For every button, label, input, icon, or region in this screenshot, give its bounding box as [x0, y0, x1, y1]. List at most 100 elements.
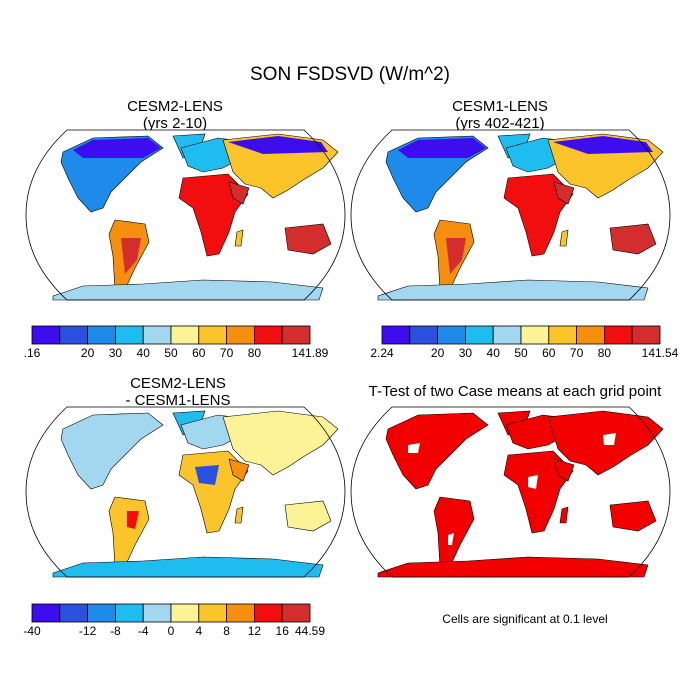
colorbar-tick-label: -12	[79, 624, 97, 638]
colorbar-swatch	[437, 325, 466, 345]
significance-note: Cells are significant at 0.1 level	[442, 612, 608, 626]
colorbar-swatch	[492, 325, 522, 345]
panel-title-ttest: T-Test of two Case means at each grid po…	[368, 383, 662, 400]
colorbar-tick-label: 70	[570, 346, 584, 360]
colorbar-swatch	[87, 325, 116, 345]
negative-anomaly	[195, 465, 219, 485]
high-latitude-band	[553, 136, 653, 154]
colorbar-swatch	[59, 325, 88, 345]
colorbar-swatch	[198, 325, 228, 345]
colorbar-tick-label: 0	[168, 624, 175, 638]
continent-madagascar	[234, 506, 244, 524]
colorbar-tick-label: 60	[192, 346, 206, 360]
panel-title-line2: (yrs 402-421)	[455, 115, 545, 132]
continent-namerica	[385, 412, 489, 490]
colorbar-swatch	[281, 325, 311, 345]
colorbar-tick-label: 44.59	[295, 624, 325, 638]
continent-asia	[222, 410, 339, 476]
map-cesm2-lens	[25, 129, 346, 301]
continent-madagascar	[559, 229, 569, 247]
panel-title-cesm2: CESM2-LENS (yrs 2-10)	[25, 98, 325, 132]
map-frame	[25, 406, 346, 578]
continent-australia	[609, 223, 657, 255]
colorbar-tick-label: 20	[431, 346, 445, 360]
colorbar-swatch	[409, 325, 438, 345]
continent-arabia	[553, 181, 575, 205]
colorbar-cesm1: 2.24 20 30 40 50 60 70 80 141.54	[370, 325, 679, 360]
colorbar-cesm2: .16 20 30 40 50 60 70 80 141.89	[24, 325, 329, 360]
map-frame	[350, 406, 671, 578]
colorbar-swatch	[548, 325, 578, 345]
colorbar-tick-label: .16	[24, 346, 41, 360]
colorbar-tick-label: 4	[195, 624, 202, 638]
continent-australia	[284, 223, 332, 255]
colorbar-swatch	[170, 325, 200, 345]
colorbar-tick-label: 80	[598, 346, 612, 360]
map-frame	[350, 129, 671, 301]
panel-title-line2: (yrs 2-10)	[142, 115, 208, 132]
high-latitude-band	[228, 136, 328, 154]
continent-arabia	[228, 458, 250, 482]
colorbar-tick-label: 30	[109, 346, 123, 360]
continent-australia	[284, 500, 332, 532]
colorbar-tick-label: 20	[81, 346, 95, 360]
colorbar-tick-label: 70	[220, 346, 234, 360]
continent-madagascar	[559, 506, 569, 524]
colorbar-tick-label: 50	[164, 346, 178, 360]
continent-arabia	[553, 458, 575, 482]
map-frame	[25, 129, 346, 301]
figure-title: SON FSDSVD (W/m^2)	[250, 64, 450, 85]
colorbar-tick-label: -8	[110, 624, 121, 638]
colorbar-tick-label: 40	[137, 346, 151, 360]
colorbar-swatch	[142, 603, 172, 623]
colorbar-difference: -40 -12 -8 -4 0 4 8 12 16 44.59	[23, 603, 325, 638]
panel-title-cesm1: CESM1-LENS (yrs 402-421)	[350, 98, 650, 132]
colorbar-swatch	[59, 603, 88, 623]
positive-anomaly	[127, 511, 139, 529]
colorbar-swatch	[142, 325, 172, 345]
colorbar-tick-label: 141.54	[642, 346, 679, 360]
non-significant-area	[408, 443, 420, 453]
colorbar-swatch	[465, 325, 494, 345]
colorbar-swatch	[170, 603, 200, 623]
colorbar-tick-label: 141.89	[292, 346, 329, 360]
panel-title-line1: CESM2-LENS	[127, 98, 223, 115]
colorbar-tick-label: 8	[223, 624, 230, 638]
map-difference	[25, 406, 346, 578]
non-significant-area	[603, 433, 616, 445]
non-significant-area	[528, 475, 538, 489]
continent-namerica	[60, 412, 164, 490]
colorbar-tick-label: 60	[542, 346, 556, 360]
colorbar-tick-label: -40	[23, 624, 41, 638]
colorbar-swatch	[31, 325, 61, 345]
colorbar-swatch	[520, 325, 550, 345]
colorbar-swatch	[381, 325, 411, 345]
colorbar-swatch	[31, 603, 61, 623]
map-cesm1-lens	[350, 129, 671, 301]
colorbar-swatch	[226, 325, 255, 345]
colorbar-swatch	[631, 325, 661, 345]
colorbar-tick-label: 12	[248, 624, 262, 638]
colorbar-swatch	[115, 603, 144, 623]
panel-title-line1: CESM2-LENS	[130, 375, 226, 392]
colorbar-tick-label: 30	[459, 346, 473, 360]
tropical-maximum	[121, 238, 141, 274]
continent-arabia	[228, 181, 250, 205]
colorbar-tick-label: 80	[248, 346, 262, 360]
continent-australia	[609, 500, 657, 532]
non-significant-area	[448, 533, 454, 545]
colorbar-swatch	[253, 325, 283, 345]
colorbar-swatch	[253, 603, 283, 623]
high-latitude-band	[73, 138, 161, 158]
colorbar-tick-label: 40	[487, 346, 501, 360]
high-latitude-band	[398, 138, 486, 158]
colorbar-tick-label: 16	[276, 624, 290, 638]
colorbar-tick-label: 2.24	[370, 346, 394, 360]
colorbar-swatch	[603, 325, 633, 345]
colorbar-swatch	[198, 603, 228, 623]
map-ttest	[350, 406, 671, 578]
panel-title-line2: - CESM1-LENS	[125, 392, 231, 409]
tropical-maximum	[446, 238, 466, 274]
continent-madagascar	[234, 229, 244, 247]
panel-title-difference: CESM2-LENS - CESM1-LENS	[28, 375, 328, 409]
